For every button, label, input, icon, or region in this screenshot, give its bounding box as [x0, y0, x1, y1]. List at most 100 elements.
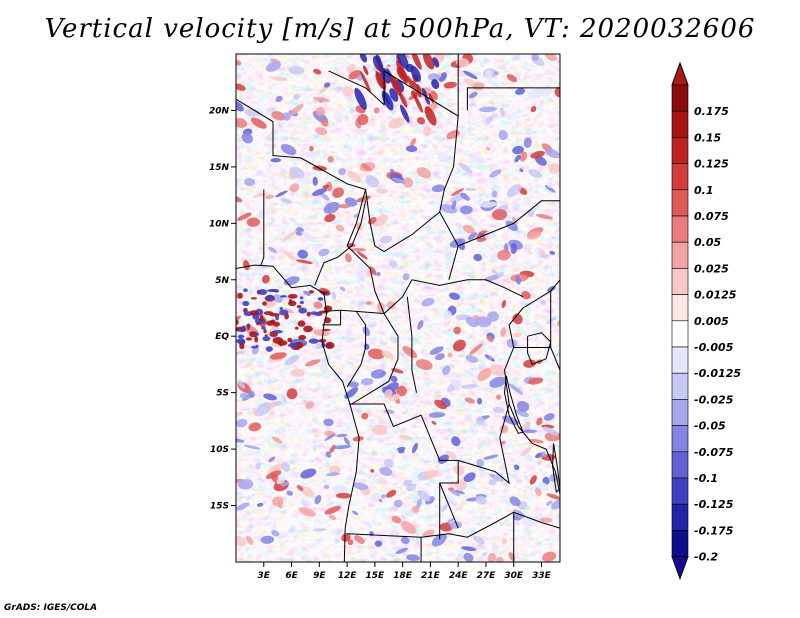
- colorbar-swatch: [671, 451, 689, 479]
- field-cell: [461, 546, 477, 551]
- field-cell: [465, 355, 479, 363]
- field-cell: [236, 502, 250, 511]
- field-cell: [303, 290, 311, 296]
- field-cell: [408, 96, 414, 101]
- field-cell: [465, 316, 479, 328]
- field-cell: [476, 397, 483, 405]
- field-cell: [284, 354, 300, 366]
- field-cell: [376, 59, 386, 77]
- field-cell: [268, 246, 278, 254]
- field-cell: [547, 181, 553, 188]
- field-cell: [360, 71, 371, 93]
- field-cell: [254, 404, 271, 417]
- velocity-field: [236, 54, 560, 562]
- colorbar-label: -0.005: [694, 341, 734, 354]
- field-cell: [287, 337, 293, 343]
- field-cell: [324, 433, 335, 441]
- field-cell: [336, 492, 352, 499]
- lat-label: 15S: [210, 502, 229, 512]
- field-cell: [356, 267, 368, 279]
- field-cell: [537, 481, 549, 488]
- field-cell: [501, 538, 508, 545]
- field-cell: [244, 109, 261, 117]
- field-cell: [353, 285, 359, 290]
- field-cell: [417, 490, 431, 502]
- field-cell: [271, 111, 286, 121]
- field-cell: [429, 346, 444, 355]
- field-cell: [555, 352, 560, 357]
- field-cell: [439, 522, 453, 532]
- lat-label: 10N: [209, 219, 230, 229]
- field-cell: [461, 383, 479, 389]
- field-cell: [236, 196, 243, 203]
- field-cell: [489, 257, 497, 264]
- field-cell: [416, 498, 423, 509]
- field-cell: [318, 248, 330, 257]
- field-cell: [289, 103, 304, 116]
- field-cell: [410, 90, 418, 99]
- field-cell: [428, 412, 446, 418]
- field-cell: [447, 352, 453, 358]
- field-cell: [299, 300, 304, 305]
- field-cell: [369, 266, 377, 276]
- border-line: [550, 347, 560, 371]
- field-cell: [344, 197, 358, 207]
- field-cell: [421, 88, 428, 98]
- field-cell: [305, 401, 315, 409]
- field-cell: [515, 275, 521, 285]
- field-cell: [545, 500, 553, 506]
- field-cell: [493, 70, 499, 76]
- field-cell: [301, 231, 316, 243]
- field-cell: [396, 385, 407, 397]
- field-cell: [434, 399, 447, 410]
- field-cell: [347, 381, 359, 388]
- field-cell: [400, 536, 410, 545]
- field-cell: [421, 348, 427, 353]
- field-cell: [464, 187, 477, 191]
- field-cell: [335, 224, 345, 232]
- field-cell: [296, 484, 304, 492]
- colorbar-label: 0.025: [694, 262, 729, 275]
- field-cell: [422, 54, 435, 70]
- field-cell: [487, 311, 499, 322]
- field-cell: [543, 413, 555, 421]
- field-cell: [410, 65, 422, 82]
- field-cell: [268, 463, 285, 475]
- field-cell: [243, 260, 250, 271]
- field-cell: [481, 115, 488, 123]
- field-cell: [509, 496, 521, 507]
- latitude-axis: 20N 15N 10N 5N EQ 5S 10S 15S: [209, 106, 236, 512]
- field-cell: [354, 535, 365, 544]
- colorbar-swatch: [671, 189, 689, 217]
- field-cell: [452, 339, 466, 352]
- field-cell: [366, 301, 372, 305]
- field-cell: [386, 301, 396, 310]
- field-cell: [446, 518, 455, 524]
- map-frame: [235, 53, 561, 563]
- field-cell: [334, 485, 348, 495]
- field-cell: [249, 331, 258, 338]
- field-cell: [492, 406, 505, 414]
- field-cell: [322, 184, 330, 189]
- field-cell: [246, 217, 261, 227]
- field-cell: [489, 376, 507, 388]
- field-cell: [237, 379, 245, 389]
- field-cell: [362, 65, 369, 76]
- colorbar-swatch: [671, 110, 689, 138]
- field-cell: [487, 552, 497, 562]
- field-cell: [544, 185, 556, 193]
- field-cell: [394, 251, 402, 258]
- field-cell: [256, 502, 264, 507]
- field-cell: [281, 461, 291, 472]
- field-cell: [507, 184, 522, 197]
- field-cell: [323, 82, 331, 88]
- field-cell: [244, 444, 261, 450]
- field-cell: [431, 420, 437, 425]
- lat-label: 15N: [209, 163, 230, 173]
- field-cell: [445, 450, 457, 460]
- border-line: [545, 448, 560, 495]
- colorbar-label: 0.0125: [694, 289, 737, 302]
- field-cell: [360, 378, 374, 386]
- colorbar-label: -0.125: [694, 498, 734, 511]
- field-cell: [388, 260, 398, 268]
